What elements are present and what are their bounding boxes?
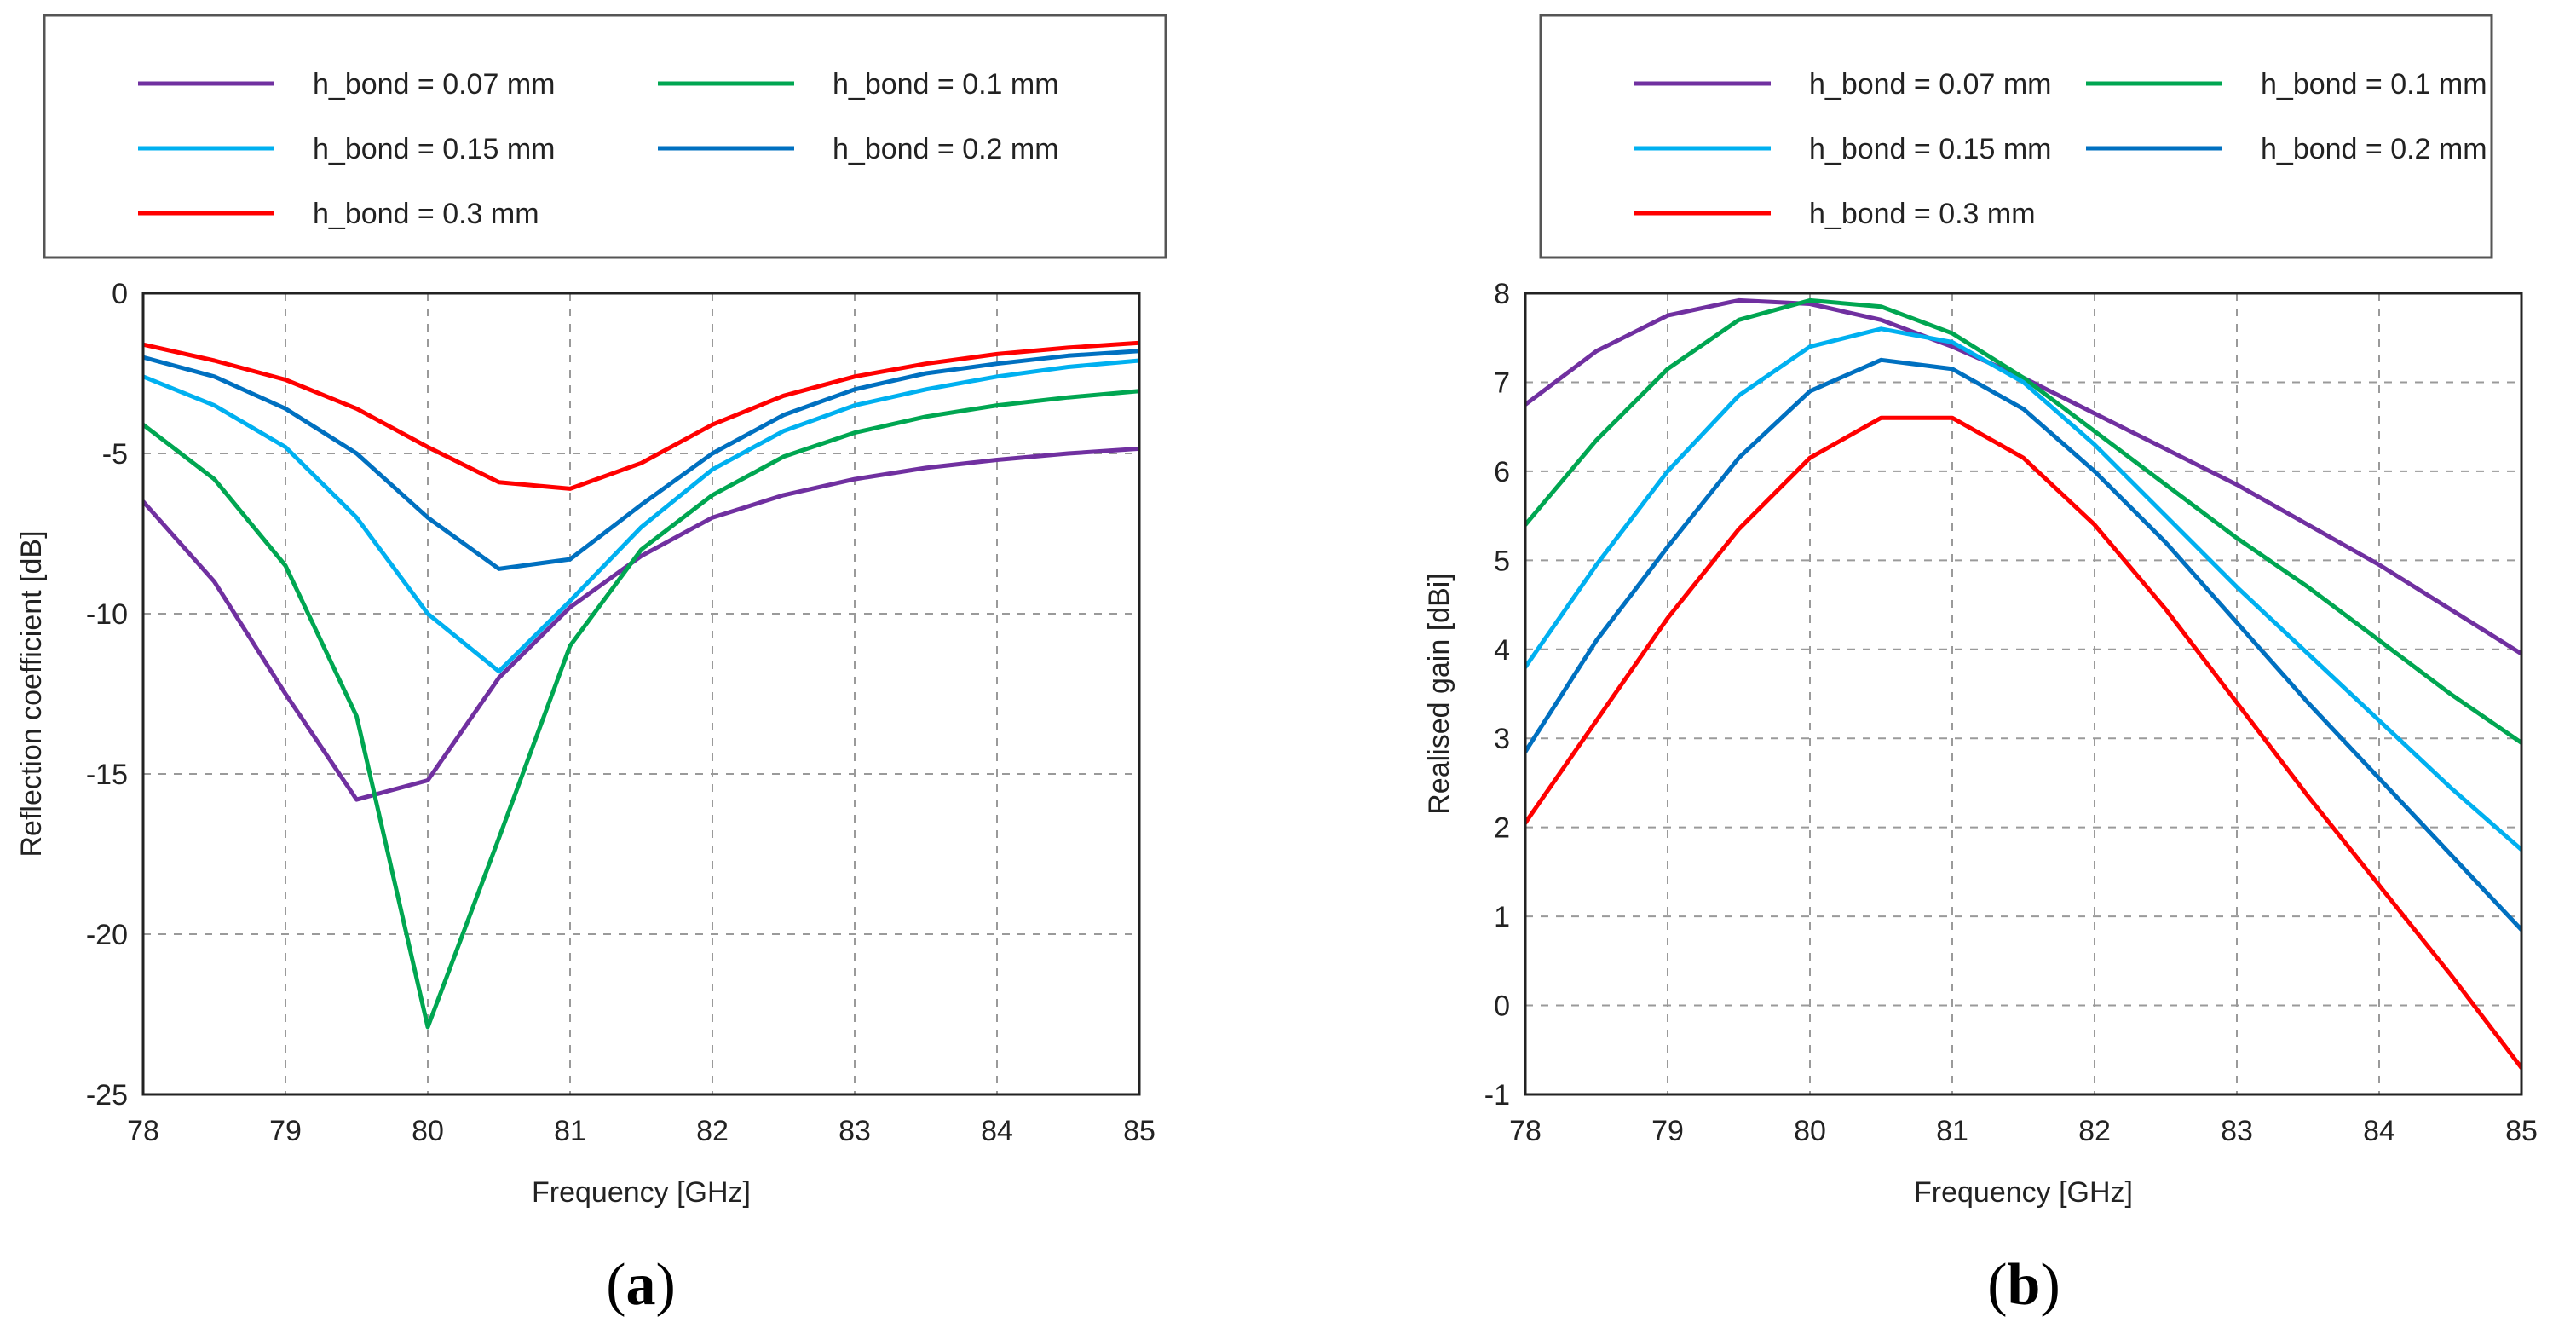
legend-item: h_bond = 0.07 mm [138, 68, 555, 101]
panel-caption-a: (a) [606, 1252, 676, 1318]
y-tick-label: -20 [86, 919, 128, 951]
legend-label: h_bond = 0.2 mm [833, 133, 1059, 165]
y-tick-label: 3 [1494, 723, 1510, 755]
legend-box-a [43, 14, 1167, 259]
series-line [143, 446, 1139, 802]
y-tick-label: 1 [1494, 901, 1510, 933]
y-tick-label: 6 [1494, 456, 1510, 488]
legend-box-b [1539, 14, 2493, 259]
y-tick-label: -1 [1484, 1079, 1510, 1111]
series-line [143, 349, 1139, 571]
x-tick-label: 82 [2078, 1115, 2111, 1147]
series-line [143, 358, 1139, 674]
x-tick-label: 84 [2363, 1115, 2395, 1147]
legend-a: h_bond = 0.07 mm h_bond = 0.1 mm h_bond = … [43, 14, 1167, 259]
legend-label: h_bond = 0.15 mm [313, 133, 555, 165]
series-line [143, 389, 1139, 1030]
y-tick-label: 7 [1494, 367, 1510, 399]
y-tick-label: -15 [86, 759, 128, 791]
y-tick-label: 8 [1494, 278, 1510, 310]
plot-frame-b [1524, 292, 2523, 1096]
panel-letter: b [2008, 1252, 2041, 1318]
x-tick-label: 81 [1936, 1115, 1968, 1147]
x-tick-label: 78 [1509, 1115, 1542, 1147]
chart-b-svg: h_bond = 0.07 mm h_bond = 0.1 mm h_bond = … [1423, 14, 2538, 1318]
y-tick-label: -25 [86, 1079, 128, 1111]
legend-item: h_bond = 0.1 mm [658, 68, 1059, 101]
series-lines-a [143, 340, 1139, 1030]
panel-paren: ) [656, 1252, 676, 1318]
panel-paren: ( [606, 1252, 625, 1318]
series-line [143, 340, 1139, 491]
legend-item: h_bond = 0.07 mm [1634, 68, 2051, 101]
panel-caption-b: (b) [1987, 1252, 2060, 1318]
legend-label: h_bond = 0.3 mm [1809, 198, 2036, 230]
x-tick-label: 83 [838, 1115, 871, 1147]
y-tick-label: 2 [1494, 812, 1510, 845]
legend-label: h_bond = 0.2 mm [2261, 133, 2487, 165]
legend-item: h_bond = 0.1 mm [2086, 68, 2487, 101]
legend-item: h_bond = 0.2 mm [2086, 133, 2487, 165]
plot-frame-a [141, 292, 1141, 1096]
legend-label: h_bond = 0.3 mm [313, 198, 539, 230]
x-tick-label: 82 [696, 1115, 729, 1147]
x-tick-label: 85 [2505, 1115, 2538, 1147]
x-tick-label: 81 [554, 1115, 586, 1147]
legend-item: h_bond = 0.3 mm [1634, 198, 2036, 230]
x-tick-label: 80 [412, 1115, 444, 1147]
series-line [1525, 297, 2521, 656]
x-axis-label: Frequency [GHz] [1914, 1176, 2133, 1209]
y-tick-label: -10 [86, 598, 128, 631]
y-tick-label: 5 [1494, 545, 1510, 577]
y-axis-label: Realised gain [dBi] [1423, 573, 1455, 815]
y-tick-label: 4 [1494, 634, 1510, 667]
x-tick-label: 83 [2221, 1115, 2253, 1147]
legend-label: h_bond = 0.1 mm [833, 68, 1059, 101]
x-tick-label: 79 [269, 1115, 302, 1147]
x-axis-label: Frequency [GHz] [532, 1176, 751, 1209]
y-axis-label: Reflection coefficient [dB] [15, 530, 48, 857]
x-tick-label: 84 [981, 1115, 1013, 1147]
legend-label: h_bond = 0.07 mm [1809, 68, 2051, 101]
x-tick-label: 80 [1794, 1115, 1826, 1147]
panel-letter: a [626, 1252, 656, 1318]
x-tick-label: 85 [1123, 1115, 1155, 1147]
x-tick-label: 79 [1651, 1115, 1684, 1147]
series-line [1525, 415, 2521, 1071]
x-tick-label: 78 [127, 1115, 159, 1147]
chart-panel-a: h_bond = 0.07 mm h_bond = 0.1 mm h_bond = … [0, 0, 1278, 1328]
legend-b: h_bond = 0.07 mm h_bond = 0.1 mm h_bond = … [1539, 14, 2493, 259]
y-tick-label: -5 [102, 438, 128, 471]
legend-item: h_bond = 0.15 mm [138, 133, 555, 165]
panel-paren: ) [2040, 1252, 2060, 1318]
legend-item: h_bond = 0.3 mm [138, 198, 539, 230]
y-tick-label: 0 [112, 278, 128, 310]
series-line [1525, 326, 2521, 852]
series-lines-b [1525, 297, 2521, 1071]
legend-label: h_bond = 0.07 mm [313, 68, 555, 101]
legend-item: h_bond = 0.2 mm [658, 133, 1059, 165]
panel-paren: ( [1987, 1252, 2007, 1318]
legend-item: h_bond = 0.15 mm [1634, 133, 2051, 165]
series-line [1525, 357, 2521, 932]
legend-label: h_bond = 0.1 mm [2261, 68, 2487, 101]
chart-a-svg: h_bond = 0.07 mm h_bond = 0.1 mm h_bond = … [15, 14, 1167, 1318]
legend-label: h_bond = 0.15 mm [1809, 133, 2051, 165]
grid-b [1525, 293, 2521, 1094]
chart-panel-b: h_bond = 0.07 mm h_bond = 0.1 mm h_bond = … [1278, 0, 2576, 1328]
series-line [1525, 297, 2521, 745]
y-tick-label: 0 [1494, 990, 1510, 1023]
